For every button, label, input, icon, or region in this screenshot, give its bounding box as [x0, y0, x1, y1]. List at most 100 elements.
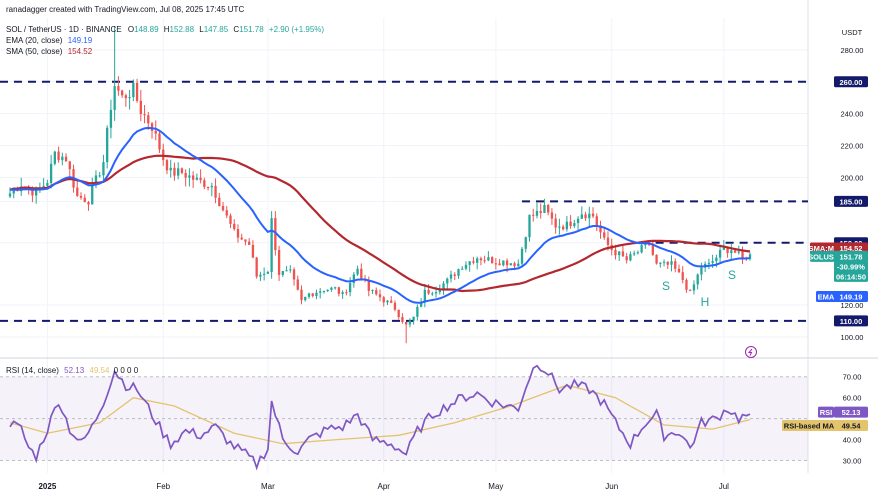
candle-body [670, 261, 673, 265]
candle-body [49, 163, 53, 184]
candle-body [599, 225, 602, 233]
candle-body [442, 283, 445, 290]
rsi-ma-tag-name-bg [782, 420, 836, 432]
candle-body [419, 302, 423, 307]
rsi-ma-legend-value: 49.54 [89, 366, 110, 375]
candle-body [206, 187, 210, 189]
rsi-ma-tag-name: RSI-based MA [784, 422, 835, 431]
candles [8, 25, 752, 344]
sma-legend-value: 154.52 [67, 47, 93, 56]
candle-body [322, 291, 326, 293]
candle-body [262, 273, 266, 275]
candle-body [386, 300, 389, 303]
candle-body [539, 210, 542, 213]
candle-body [584, 214, 587, 219]
candle-body [397, 309, 400, 318]
rsi-tag-value: 52.13 [842, 408, 861, 417]
candle-body [606, 237, 610, 245]
candle-body [135, 82, 139, 101]
candle-body [199, 177, 202, 181]
candle-body [371, 290, 374, 292]
ohlc-low-label: L [199, 25, 204, 34]
candle-body [341, 292, 344, 294]
sma-tag-value: 154.52 [840, 244, 863, 253]
candle-body [625, 256, 628, 261]
candle-body [431, 293, 434, 295]
candle-body [240, 237, 243, 240]
candle-body [8, 193, 12, 197]
candle-body [573, 223, 576, 227]
candle-body [195, 177, 199, 180]
candle-body [304, 296, 307, 301]
candle-body [68, 161, 71, 170]
candle-body [333, 287, 337, 289]
rsi-legend[interactable]: RSI (14, close) 52.13 49.54 0 0 0 0 [6, 366, 138, 376]
candle-body [711, 261, 714, 263]
candle-body [124, 95, 128, 99]
candle-body [576, 218, 580, 224]
candle-body [266, 271, 270, 274]
candle-body [730, 250, 733, 254]
month-label: Feb [156, 482, 170, 491]
candle-body [233, 223, 236, 230]
candle-body [315, 292, 318, 297]
ema-legend-label: EMA (20, close) [6, 36, 63, 45]
horizontal-levels [0, 80, 808, 322]
ema-tag-value: 149.19 [840, 292, 863, 301]
candle-body [618, 251, 621, 256]
candle-body [169, 167, 172, 171]
candle-body [674, 261, 677, 269]
candle-body [621, 251, 625, 257]
candle-body [307, 293, 311, 297]
candle-body [106, 127, 109, 163]
candle-body [517, 263, 520, 267]
candle-body [375, 290, 378, 295]
candle-body [296, 279, 299, 290]
candle-body [270, 218, 273, 272]
candle-body [696, 274, 699, 285]
replay-icon[interactable] [745, 346, 757, 358]
candle-body [345, 292, 348, 294]
moving-averages [9, 126, 751, 304]
symbol-tag-timer: 06:14:50 [836, 272, 866, 281]
candle-body [524, 237, 527, 249]
candle-body [150, 123, 154, 131]
candle-body [281, 271, 284, 275]
candle-body [91, 185, 94, 205]
candle-body [300, 289, 303, 301]
candle-body [685, 279, 688, 290]
candle-body [629, 254, 632, 261]
candle-body [225, 210, 228, 216]
candle-body [132, 82, 135, 98]
level-185-tag-bg [834, 195, 868, 207]
sma-legend-label: SMA (50, close) [6, 47, 63, 56]
candle-body [401, 317, 404, 322]
candle-body [191, 175, 195, 180]
candle-body [520, 248, 524, 264]
sma-tag-name-bg [810, 242, 838, 254]
candle-body [565, 221, 569, 230]
candle-body [509, 263, 512, 266]
price-tick-label: 240.00 [841, 110, 864, 119]
symbol-tag-change-bg [834, 260, 868, 272]
candle-body [532, 214, 535, 216]
sma-legend[interactable]: SMA (50, close) 154.52 [6, 47, 92, 57]
rsi-lines [9, 364, 751, 471]
currency-label: USDT [842, 28, 863, 37]
candle-body [330, 287, 333, 290]
candle-body [35, 189, 38, 196]
rsi-tick-label: 70.00 [843, 373, 862, 382]
candle-body [726, 247, 729, 254]
ohlc-open: 148.89 [134, 25, 159, 34]
candle-body [472, 261, 475, 263]
rsi-tag-name-bg [818, 406, 834, 418]
candle-body [528, 214, 531, 238]
candle-body [547, 204, 550, 213]
candle-body [180, 168, 184, 173]
rsi-ma-tag-value: 49.54 [842, 422, 862, 431]
candle-body [76, 187, 79, 196]
ema-legend[interactable]: EMA (20, close) 149.19 [6, 36, 92, 46]
rsi-legend-extra: 0 0 0 0 [113, 366, 139, 375]
